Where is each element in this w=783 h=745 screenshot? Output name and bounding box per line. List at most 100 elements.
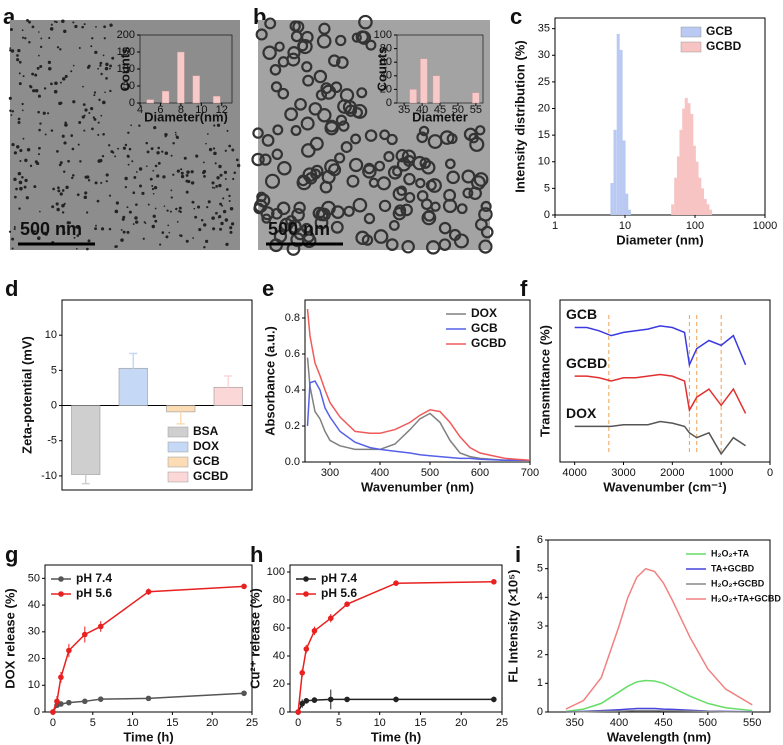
particle (18, 60, 22, 64)
particle (374, 160, 386, 172)
particle (416, 190, 429, 202)
particle (231, 148, 235, 152)
particle (64, 121, 67, 124)
particle (55, 202, 59, 206)
particle (16, 145, 20, 149)
marker (303, 698, 310, 704)
particle (293, 201, 306, 214)
particle (122, 146, 126, 150)
marker (393, 696, 399, 703)
particle (103, 37, 106, 40)
particle (175, 135, 179, 139)
particle (72, 21, 75, 24)
particle (317, 207, 331, 222)
particle (175, 133, 177, 136)
particle (175, 207, 178, 211)
particle (191, 200, 195, 204)
x-tick-label: 40 (416, 104, 428, 116)
marker (58, 701, 64, 707)
particle (321, 169, 336, 185)
particle (105, 173, 109, 177)
particle (21, 176, 24, 179)
particle (151, 187, 155, 191)
particle (235, 158, 239, 162)
particle (385, 238, 399, 251)
particle (290, 125, 302, 136)
particle (166, 209, 169, 212)
particle (348, 157, 364, 173)
y-tick-label: 10 (28, 679, 40, 691)
y-tick-label: 100 (117, 63, 135, 75)
particle (132, 223, 135, 225)
particle (104, 66, 109, 71)
particle (364, 129, 378, 142)
particle (438, 238, 452, 251)
particle (174, 131, 177, 134)
particle (186, 170, 190, 174)
particle (114, 245, 118, 249)
particle (100, 227, 105, 231)
x-tick-label: 350 (565, 717, 583, 729)
particle (103, 25, 106, 29)
particle (84, 108, 88, 112)
y-tick-label: 0 (544, 209, 550, 221)
x-tick-label: 550 (743, 717, 761, 729)
particle (418, 125, 430, 137)
particle (48, 36, 51, 40)
legend-swatch (167, 471, 189, 483)
particle (145, 165, 148, 167)
particle (11, 142, 15, 147)
particle (56, 150, 59, 153)
line (574, 373, 747, 414)
particle (18, 72, 21, 75)
y-tick-label: 15 (538, 129, 550, 141)
series-label: GCB (566, 306, 597, 322)
particle (206, 205, 209, 209)
y-tick-label: 2 (537, 649, 543, 661)
particle (222, 197, 225, 200)
marker (145, 588, 152, 595)
particle (17, 117, 21, 121)
particle (167, 224, 170, 227)
particle (59, 48, 62, 51)
particle (101, 154, 105, 158)
y-axis-label: Cu²⁺ release (%) (247, 588, 262, 689)
x-tick-label: 10 (619, 220, 631, 232)
particle (456, 203, 468, 215)
particle (279, 217, 294, 232)
y-axis-label: Intensity distribution (%) (512, 40, 527, 192)
particle (213, 187, 216, 189)
y-tick-label: 40 (28, 599, 40, 611)
y-tick-label: 0.0 (285, 456, 300, 468)
particle (228, 200, 231, 203)
bar (613, 129, 617, 215)
particle (76, 225, 80, 229)
particle (86, 66, 90, 69)
particle (24, 37, 27, 40)
y-tick-label: -10 (41, 470, 57, 482)
y-tick-label: 80 (380, 43, 392, 55)
particle (79, 160, 82, 163)
particle (135, 171, 138, 173)
marker (393, 580, 399, 586)
particle (34, 89, 39, 93)
particle (172, 142, 175, 145)
particle (229, 206, 234, 211)
particle (287, 46, 301, 60)
particle (18, 180, 23, 185)
particle (168, 231, 171, 234)
x-tick-label: 4000 (562, 467, 586, 479)
particle (301, 30, 314, 44)
particle (10, 49, 15, 53)
particle (277, 160, 292, 176)
y-tick-label: 100 (374, 29, 392, 41)
y-axis-label: Zeta-potential (mV) (19, 336, 34, 454)
particle (55, 21, 58, 24)
particle (205, 142, 207, 145)
particle (150, 147, 154, 151)
marker (82, 698, 88, 705)
panel-letter: g (5, 542, 18, 567)
particle (202, 171, 205, 175)
particle (71, 176, 74, 180)
particle (193, 207, 196, 210)
